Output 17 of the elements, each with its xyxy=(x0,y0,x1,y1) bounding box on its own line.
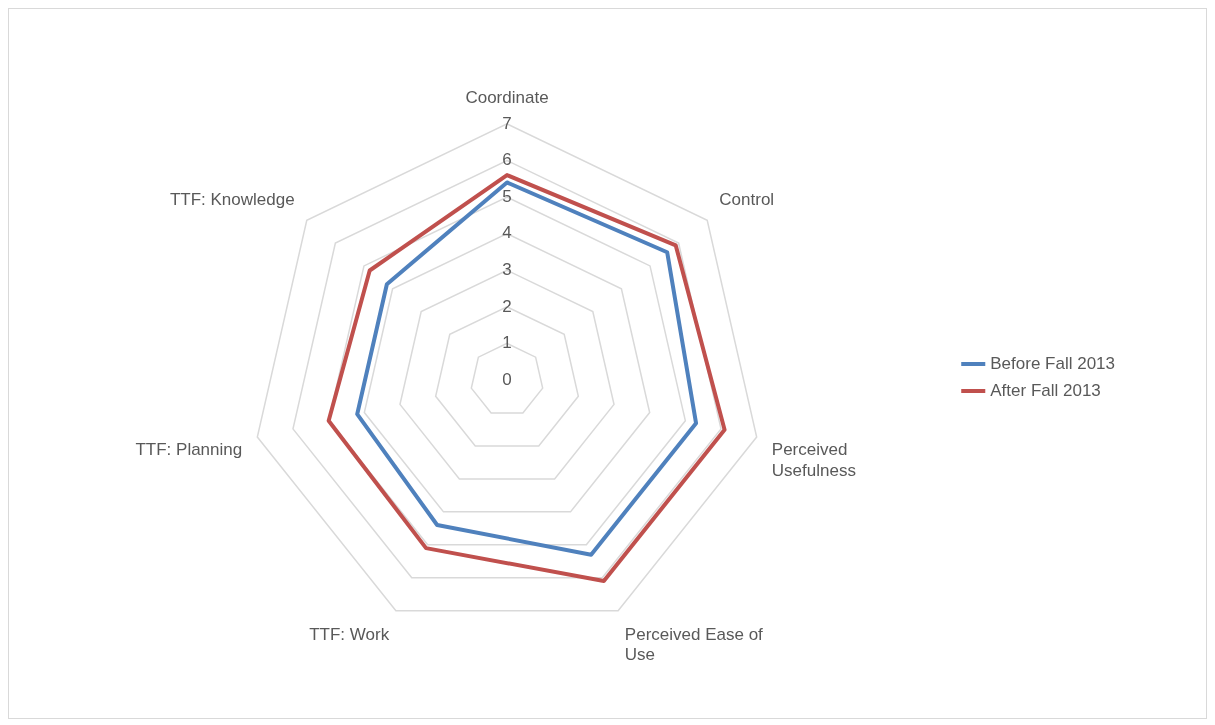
spoke-label: TTF: Knowledge xyxy=(169,190,295,210)
legend-label: Before Fall 2013 xyxy=(990,353,1116,373)
spoke-label: Perceived Ease of Use xyxy=(624,624,764,664)
spoke-label: Coordinate xyxy=(465,87,549,107)
y-tick-label: 4 xyxy=(502,223,512,243)
legend-label: After Fall 2013 xyxy=(990,380,1101,400)
spoke-label: TTF: Work xyxy=(309,624,390,644)
spoke-label: TTF: Planning xyxy=(135,440,243,460)
y-tick-label: 7 xyxy=(502,113,512,133)
y-tick-label: 5 xyxy=(502,186,512,206)
spoke-label: Perceived Usefulness xyxy=(771,440,856,480)
y-tick-label: 6 xyxy=(502,150,512,170)
y-tick-label: 1 xyxy=(502,333,512,353)
y-tick-label: 0 xyxy=(502,369,512,389)
y-tick-label: 2 xyxy=(502,296,512,316)
y-tick-label: 3 xyxy=(502,259,512,279)
spoke-label: Control xyxy=(719,190,775,210)
